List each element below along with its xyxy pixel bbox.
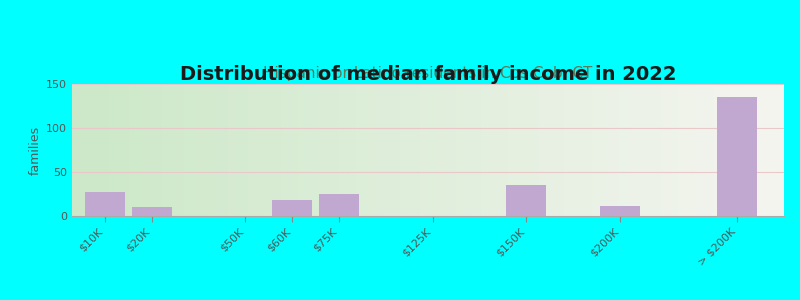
Bar	[85, 192, 125, 216]
Bar	[272, 200, 312, 216]
Bar	[506, 185, 546, 216]
Bar	[319, 194, 359, 216]
Text: Hispanic or Latino residents in Cos Cob, CT: Hispanic or Latino residents in Cos Cob,…	[263, 66, 593, 81]
Bar	[132, 207, 171, 216]
Bar	[718, 97, 757, 216]
Y-axis label: families: families	[29, 125, 42, 175]
Title: Distribution of median family income in 2022: Distribution of median family income in …	[180, 65, 676, 84]
Bar	[600, 206, 640, 216]
